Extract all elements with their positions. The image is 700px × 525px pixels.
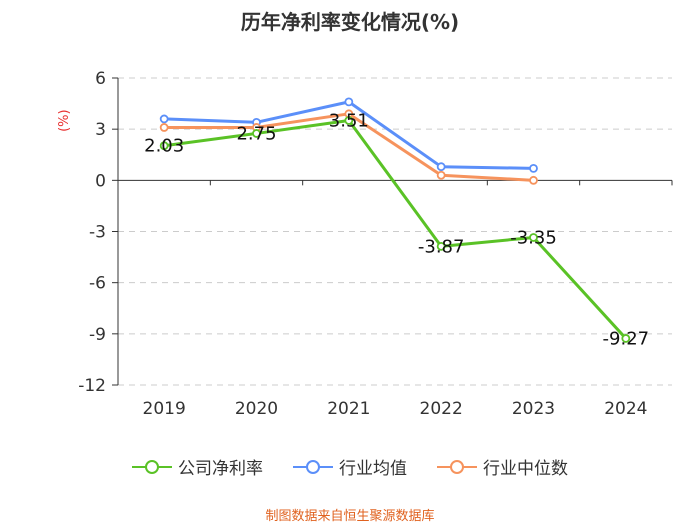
series-point-2 — [159, 123, 169, 132]
series-point-0 — [436, 241, 446, 251]
x-tick-label: 2022 — [420, 399, 463, 419]
legend-median-icon — [437, 459, 477, 474]
legend-mean-icon — [293, 459, 333, 474]
data-label: 3.51 — [329, 110, 369, 131]
x-tick-label: 2020 — [235, 399, 278, 419]
series-point-1 — [159, 114, 169, 124]
x-tick-label: 2019 — [143, 399, 186, 419]
data-label: -3.87 — [418, 236, 465, 257]
y-tick-label: 3 — [95, 120, 106, 140]
series-point-1 — [436, 162, 446, 172]
x-tick-label: 2021 — [327, 399, 370, 419]
series-point-0 — [252, 129, 261, 138]
legend: 公司净利率 行业均值 行业中位数 — [0, 454, 700, 479]
legend-item-industry-mean[interactable]: 行业均值 — [293, 454, 407, 479]
data-label: -3.35 — [510, 227, 557, 248]
series-point-0 — [159, 141, 169, 151]
x-tick-label: 2024 — [604, 399, 647, 419]
y-tick-label: -9 — [89, 325, 106, 345]
series-point-0 — [529, 233, 538, 242]
y-tick-label: 6 — [95, 69, 106, 89]
y-tick-label: -6 — [89, 274, 106, 294]
y-tick-label: -3 — [89, 223, 106, 243]
y-tick-label: -12 — [78, 376, 106, 396]
legend-company-label: 公司净利率 — [178, 459, 263, 479]
series-point-2 — [436, 170, 446, 180]
series-point-1 — [529, 163, 538, 173]
y-axis-label: (%) — [57, 109, 72, 132]
legend-median-label: 行业中位数 — [483, 459, 568, 479]
series-point-2 — [529, 175, 538, 185]
chart-title: 历年净利率变化情况(%) — [240, 10, 460, 34]
series-point-0 — [344, 116, 354, 125]
legend-item-company[interactable]: 公司净利率 — [132, 454, 263, 479]
y-tick-label: 0 — [95, 171, 106, 191]
data-label: 2.03 — [144, 136, 184, 157]
series-point-1 — [344, 97, 354, 107]
x-tick-label: 2023 — [512, 399, 555, 419]
legend-item-industry-median[interactable]: 行业中位数 — [437, 454, 568, 479]
legend-mean-label: 行业均值 — [339, 459, 407, 479]
source-note: 制图数据来自恒生聚源数据库 — [265, 509, 435, 524]
series-line-0 — [163, 118, 627, 340]
data-label: 2.75 — [236, 123, 276, 144]
legend-company-icon — [132, 459, 172, 474]
data-label: -9.27 — [603, 328, 650, 349]
series-point-0 — [621, 334, 631, 343]
